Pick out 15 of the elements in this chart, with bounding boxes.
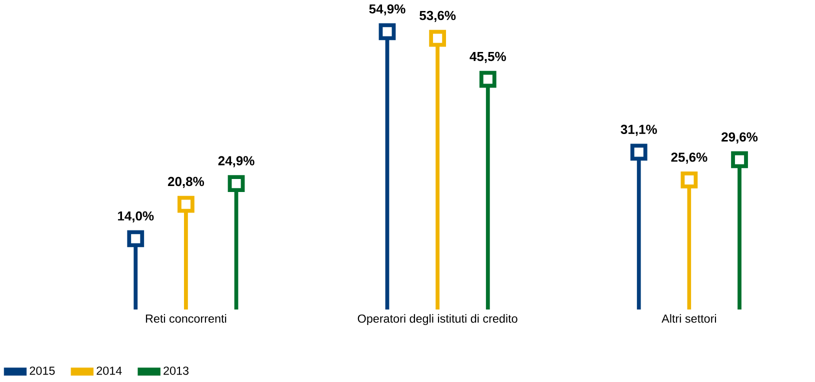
data-label: 53,6% <box>420 10 456 22</box>
x-tick-label: Operatori degli istituti di credito <box>358 314 518 326</box>
data-label: 45,5% <box>470 52 506 64</box>
data-label: 29,6% <box>722 132 758 144</box>
data-label: 31,1% <box>620 124 657 136</box>
legend-label: 2013 <box>164 366 189 375</box>
x-tick-label: Reti concorrenti <box>146 314 226 323</box>
data-label: 20,8% <box>168 176 204 188</box>
legend-label: 2015 <box>30 366 55 375</box>
x-tick-label: Altri settori <box>662 314 716 323</box>
data-label: 25,6% <box>671 152 708 164</box>
data-label: 24,9% <box>218 156 254 168</box>
data-label: 54,9% <box>369 4 406 16</box>
legend-label: 2014 <box>96 366 122 375</box>
data-label: 14,0% <box>118 211 154 222</box>
